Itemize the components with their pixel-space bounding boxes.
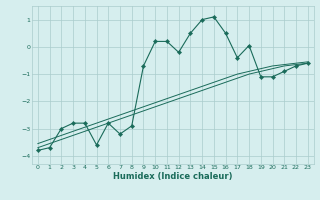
X-axis label: Humidex (Indice chaleur): Humidex (Indice chaleur): [113, 172, 233, 181]
